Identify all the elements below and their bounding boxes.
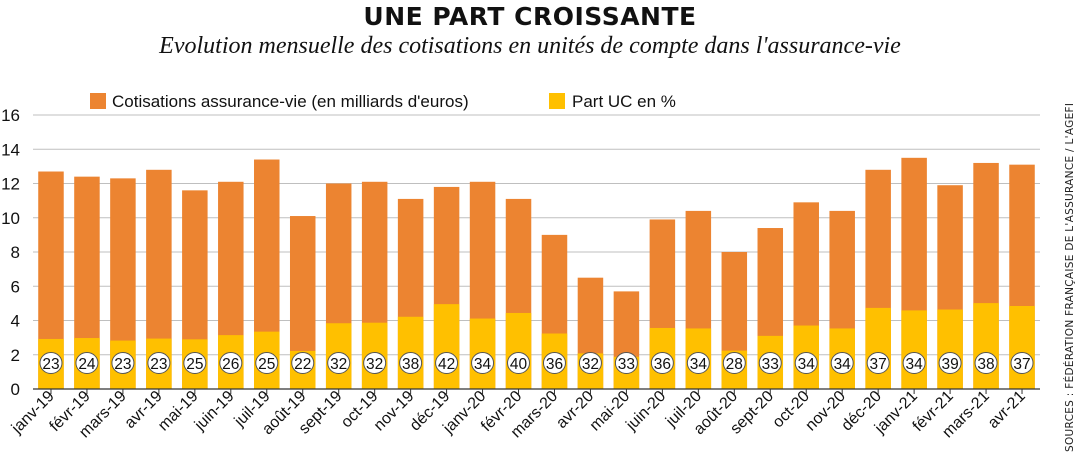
uc-label: 33 [762,356,779,373]
uc-badge [507,352,531,374]
uc-badge [435,352,459,374]
uc-label: 40 [510,356,528,373]
uc-badge [291,352,315,374]
uc-label: 34 [690,356,708,373]
bar-uc [937,309,963,389]
uc-badge [902,352,926,374]
y-tick-label: 6 [11,277,20,296]
uc-badge [327,352,351,374]
bars: 23 24 23 23 25 26 25 22 32 32 38 42 34 40 36 32 33 36 34 28… [38,157,1035,389]
uc-badge [614,352,638,374]
uc-label: 22 [294,356,311,373]
uc-badge [363,352,387,374]
y-tick-label: 4 [11,312,20,331]
uc-label: 25 [186,356,203,373]
uc-label: 26 [222,356,239,373]
bar-uc [901,310,927,389]
uc-label: 32 [330,356,347,373]
uc-badge [255,352,279,374]
y-tick-label: 14 [1,140,20,159]
uc-label: 23 [150,356,167,373]
y-tick-label: 8 [11,243,20,262]
uc-label: 37 [870,356,887,373]
uc-label: 28 [726,356,743,373]
chart-subtitle: Evolution mensuelle des cotisations en u… [159,33,901,59]
uc-badge [39,352,63,374]
uc-badge [399,352,423,374]
legend-swatch-total [90,93,106,109]
uc-badge [866,352,890,374]
uc-label: 37 [1013,356,1030,373]
uc-label: 25 [258,356,275,373]
legend-label-total: Cotisations assurance-vie (en milliards … [112,92,469,111]
uc-label: 23 [114,356,131,373]
x-tick-label: juin-19 [191,388,238,435]
uc-label: 32 [366,356,383,373]
bar-uc [1009,305,1035,389]
uc-badge [111,352,135,374]
uc-label: 39 [941,356,958,373]
uc-label: 32 [582,356,599,373]
uc-label: 34 [474,356,492,373]
legend-label-uc: Part UC en % [572,92,676,111]
chart-title: UNE PART CROISSANTE [363,2,697,31]
legend-swatch-uc [549,93,565,109]
uc-label: 36 [546,356,563,373]
legend: Cotisations assurance-vie (en milliards … [90,92,676,111]
uc-label: 34 [906,356,924,373]
bar-uc [865,307,891,389]
y-tick-label: 12 [1,175,20,194]
uc-badge [183,352,207,374]
uc-badge [794,352,818,374]
uc-label: 34 [834,356,852,373]
uc-badge [974,352,998,374]
uc-badge [686,352,710,374]
uc-badge [578,352,602,374]
uc-badge [75,352,99,374]
uc-badge [830,352,854,374]
uc-badge [147,352,171,374]
x-tick-label: mai-19 [155,388,202,435]
uc-badge [758,352,782,374]
uc-badge [938,352,962,374]
x-tick-label: juin-20 [623,388,670,435]
uc-label: 36 [654,356,671,373]
uc-badge [650,352,674,374]
uc-badge [722,352,746,374]
y-axis: 0 2 4 6 8 10 12 14 16 [1,106,20,399]
y-tick-label: 0 [11,380,20,399]
x-tick-label: mai-20 [587,388,634,435]
y-tick-label: 16 [1,106,20,125]
uc-badge [1010,352,1034,374]
uc-badge [542,352,566,374]
uc-badge [471,352,495,374]
uc-label: 38 [977,356,994,373]
bar-uc [505,312,532,389]
uc-label: 34 [798,356,816,373]
y-tick-label: 2 [11,346,20,365]
uc-label: 24 [78,356,96,373]
uc-badge [219,352,243,374]
uc-label: 42 [438,356,455,373]
x-axis: janv-19févr-19mars-19avr-19mai-19juin-19… [8,388,1040,441]
uc-label: 38 [402,356,419,373]
bar-uc [433,304,460,389]
uc-label: 23 [42,356,59,373]
uc-label: 33 [618,356,635,373]
x-tick-label: avr-21 [985,388,1029,432]
bar-uc [973,303,999,389]
y-tick-label: 10 [1,209,20,228]
